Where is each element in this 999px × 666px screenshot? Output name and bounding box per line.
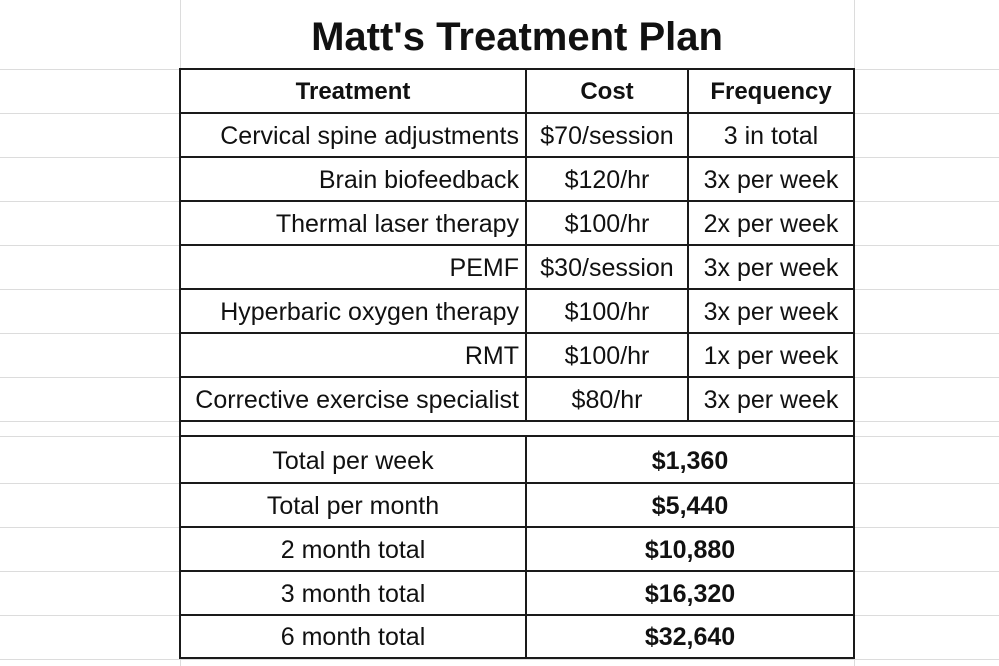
border-h xyxy=(179,68,855,70)
treatment-cost: $30/session xyxy=(540,254,674,282)
border-v xyxy=(525,68,527,422)
border-h xyxy=(179,614,855,616)
border-h xyxy=(179,482,855,484)
total-value: $5,440 xyxy=(651,492,729,520)
border-v xyxy=(853,68,855,659)
sheet-title: Matt's Treatment Plan xyxy=(311,15,723,59)
total-value: $16,320 xyxy=(644,580,736,608)
border-h xyxy=(179,200,855,202)
treatment-name: Corrective exercise specialist xyxy=(195,386,519,414)
total-label: 2 month total xyxy=(280,536,426,564)
grid-row-line xyxy=(0,659,999,660)
total-value: $10,880 xyxy=(644,536,736,564)
total-label: 6 month total xyxy=(280,623,426,651)
border-h xyxy=(179,288,855,290)
treatment-name: Brain biofeedback xyxy=(318,166,519,194)
border-h xyxy=(179,244,855,246)
treatment-name: RMT xyxy=(464,342,519,370)
border-h xyxy=(179,657,855,659)
treatment-cost: $100/hr xyxy=(564,342,650,370)
total-label: Total per month xyxy=(266,492,440,520)
border-h xyxy=(179,332,855,334)
treatment-cost: $70/session xyxy=(540,122,674,150)
total-label: 3 month total xyxy=(280,580,426,608)
header-frequency: Frequency xyxy=(710,78,832,105)
treatment-name: PEMF xyxy=(449,254,519,282)
border-h xyxy=(179,570,855,572)
border-h xyxy=(179,526,855,528)
treatment-frequency: 3x per week xyxy=(703,166,839,194)
treatment-frequency: 3 in total xyxy=(723,122,819,150)
header-treatment: Treatment xyxy=(295,78,411,105)
total-label: Total per week xyxy=(272,447,434,475)
treatment-name: Hyperbaric oxygen therapy xyxy=(220,298,519,326)
treatment-cost: $100/hr xyxy=(564,210,650,238)
border-h xyxy=(179,156,855,158)
treatment-name: Thermal laser therapy xyxy=(275,210,519,238)
treatment-cost: $80/hr xyxy=(571,386,643,414)
border-v xyxy=(179,68,181,659)
treatment-frequency: 3x per week xyxy=(703,298,839,326)
border-h xyxy=(179,112,855,114)
treatment-name: Cervical spine adjustments xyxy=(220,122,519,150)
treatment-frequency: 3x per week xyxy=(703,386,839,414)
treatment-cost: $100/hr xyxy=(564,298,650,326)
total-value: $32,640 xyxy=(644,623,736,651)
border-h xyxy=(179,435,855,437)
border-v xyxy=(687,68,689,422)
header-cost: Cost xyxy=(580,78,634,105)
treatment-frequency: 1x per week xyxy=(703,342,839,370)
treatment-frequency: 2x per week xyxy=(703,210,839,238)
border-h xyxy=(179,376,855,378)
border-h xyxy=(179,420,855,422)
treatment-cost: $120/hr xyxy=(564,166,650,194)
total-value: $1,360 xyxy=(651,447,729,475)
treatment-frequency: 3x per week xyxy=(703,254,839,282)
border-v xyxy=(525,435,527,659)
